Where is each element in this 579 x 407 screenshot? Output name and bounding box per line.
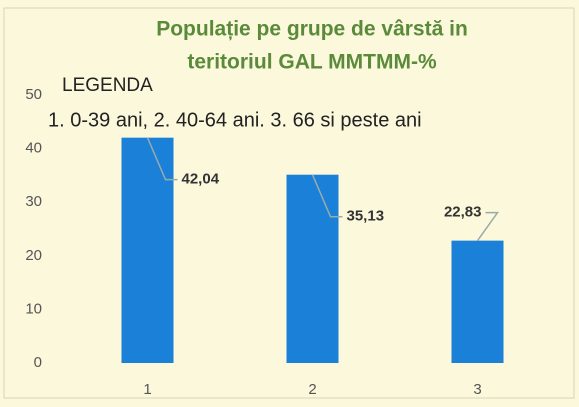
legend-text: 1. 0-39 ani, 2. 40-64 ani. 3. 66 si pest… [48,109,422,131]
y-tick-label: 0 [34,354,42,371]
x-tick-label: 1 [143,381,151,398]
bar [121,137,174,363]
leader-line [146,137,178,181]
data-label: 35,13 [347,208,385,225]
chart-border [3,7,575,399]
leader-line [311,174,343,218]
x-tick-label: 2 [308,381,316,398]
y-tick-label: 40 [25,140,42,157]
bar [286,174,339,363]
y-tick-label: 10 [25,300,42,317]
leader-line [476,211,499,242]
y-tick-label: 30 [25,193,42,210]
legend-heading: LEGENDA [62,75,153,96]
y-tick-label: 20 [25,247,42,264]
chart-title: Populație pe grupe de vârstă in [156,18,468,41]
data-label: 42,04 [182,171,220,188]
data-label: 22,83 [444,204,482,221]
bar [451,240,504,363]
x-tick-label: 3 [473,381,481,398]
chart-title: teritoriul GAL MMTMM-% [187,51,437,74]
y-tick-label: 50 [25,86,42,103]
